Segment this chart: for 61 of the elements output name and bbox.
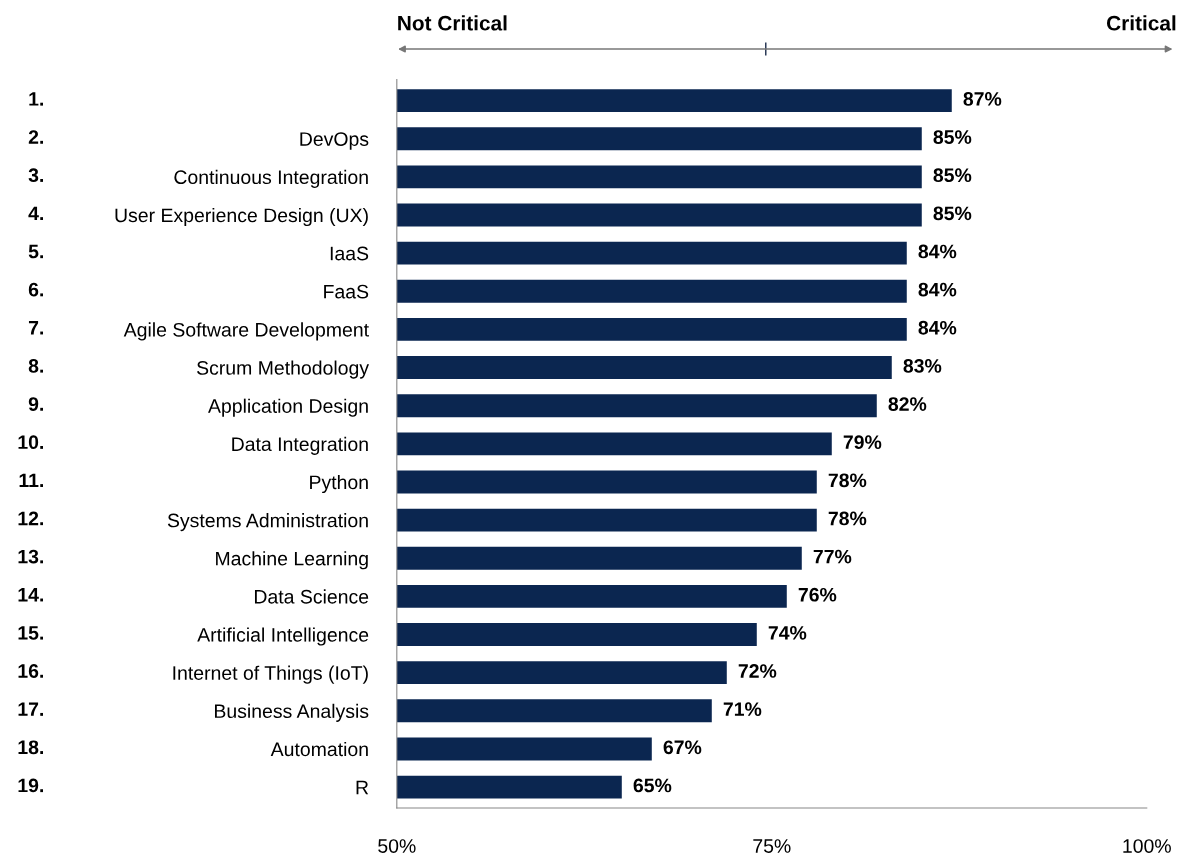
text: 3. xyxy=(28,168,44,183)
y-tick-label: Continuous Integration xyxy=(174,169,368,188)
data-label: 67% xyxy=(663,740,702,755)
data-label: 83% xyxy=(903,359,942,373)
text: 5. xyxy=(28,244,44,259)
y-tick-label: Business Analysis xyxy=(215,703,369,722)
text: 4. xyxy=(28,206,44,221)
data-label: 74% xyxy=(768,626,807,640)
text: 9. xyxy=(28,397,44,411)
data-label: 87% xyxy=(963,92,1002,106)
y-tick-label: Data Science xyxy=(254,589,369,604)
text: 10. xyxy=(18,435,44,450)
x-tick-label: 100% xyxy=(1123,839,1171,853)
text: 14. xyxy=(18,588,44,602)
text: 12. xyxy=(18,511,44,526)
y-tick-label: FaaS xyxy=(324,284,369,299)
data-label: 77% xyxy=(813,549,852,564)
data-label: 85% xyxy=(933,206,972,221)
data-label: 71% xyxy=(723,702,762,716)
text: Critical xyxy=(1106,15,1176,31)
text: 15. xyxy=(18,626,44,640)
text: 8. xyxy=(28,359,44,373)
y-tick-label: Systems Administration xyxy=(167,513,368,532)
y-tick-label: Python xyxy=(310,474,368,494)
y-tick-label: Data Integration xyxy=(232,436,368,455)
data-label: 72% xyxy=(738,664,777,678)
data-label: 85% xyxy=(933,168,972,183)
data-label: 65% xyxy=(633,778,672,793)
y-tick-label: Agile Software Development xyxy=(123,322,369,341)
data-label: 82% xyxy=(888,397,927,411)
y-tick-label: Internet of Things (IoT) xyxy=(173,665,368,684)
y-tick-label: Automation xyxy=(270,741,368,757)
text: 6. xyxy=(28,282,44,297)
text: 17. xyxy=(18,702,44,716)
y-tick-label: R xyxy=(356,780,369,795)
x-tick-label: 50% xyxy=(378,839,416,853)
data-label: 76% xyxy=(798,587,837,602)
data-label: 79% xyxy=(843,435,882,450)
x-tick-label: 75% xyxy=(753,839,791,853)
text: 18. xyxy=(18,740,44,755)
data-label: 84% xyxy=(918,244,957,259)
text: 19. xyxy=(18,778,44,793)
data-label: 85% xyxy=(933,130,972,144)
y-tick-label: Application Design xyxy=(208,398,368,417)
text: 11. xyxy=(19,473,44,487)
y-tick-label: User Experience Design (UX) xyxy=(115,207,368,227)
data-label: 84% xyxy=(918,320,957,335)
y-tick-label: DevOps xyxy=(300,132,369,150)
data-label: 78% xyxy=(828,511,867,526)
y-tick-label: Machine Learning xyxy=(216,551,368,570)
text: 16. xyxy=(18,664,44,678)
y-tick-label: Scrum Methodology xyxy=(197,360,370,379)
data-label: 84% xyxy=(918,282,957,297)
text: 1. xyxy=(29,92,44,106)
text: Not Critical xyxy=(398,15,507,31)
text: 7. xyxy=(28,321,44,335)
data-label: 78% xyxy=(828,473,867,488)
text: 2. xyxy=(28,130,44,144)
y-tick-label: Artificial Intelligence xyxy=(197,627,369,646)
text: 13. xyxy=(18,549,44,564)
y-tick-label: IaaS xyxy=(330,246,369,261)
